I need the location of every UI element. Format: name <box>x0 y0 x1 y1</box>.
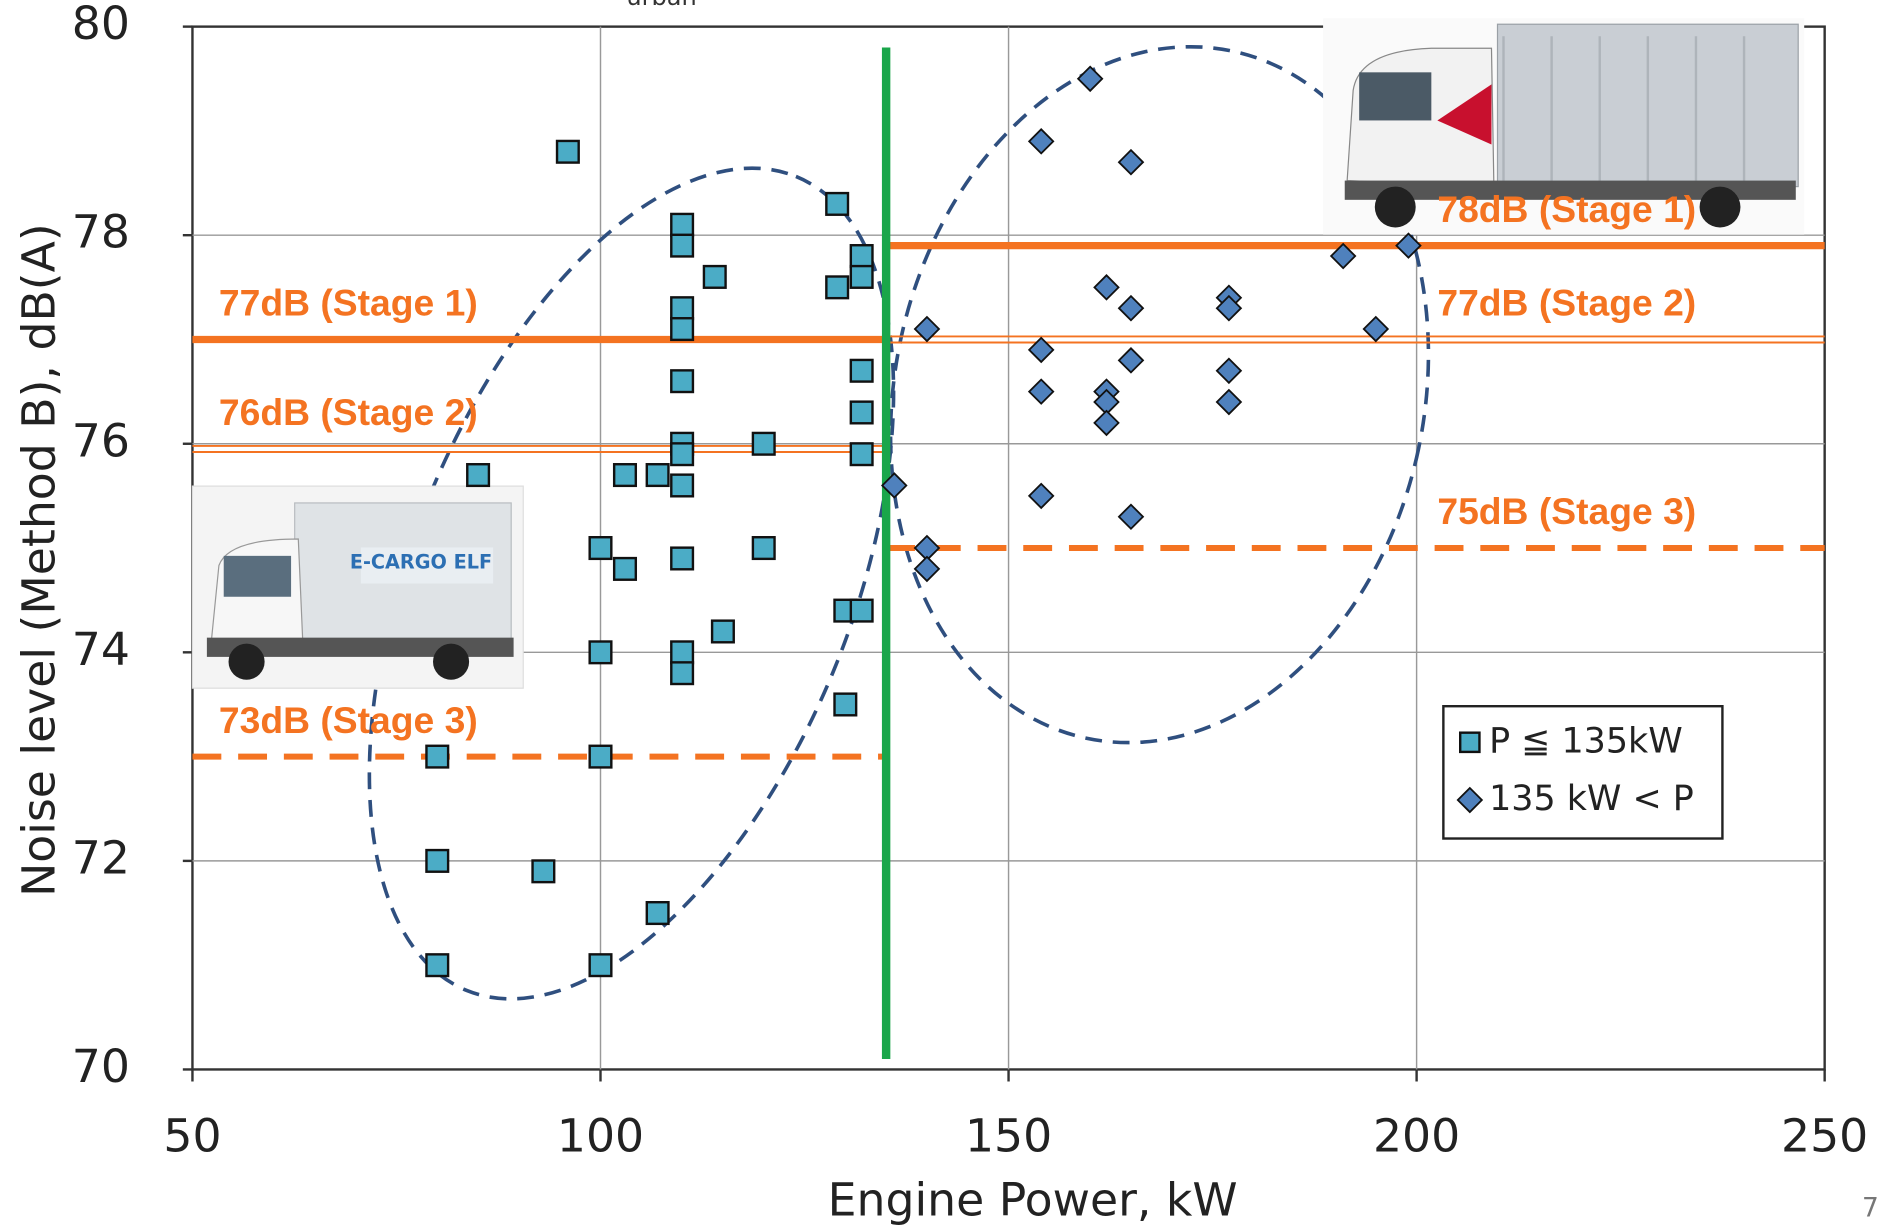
data-point <box>835 694 857 716</box>
data-point <box>851 245 873 267</box>
small-truck-image: E-CARGO ELF <box>192 486 523 688</box>
data-point <box>826 277 848 299</box>
data-point <box>426 746 448 768</box>
data-point <box>590 954 612 976</box>
data-point <box>851 402 873 424</box>
x-tick-label: 150 <box>965 1110 1052 1163</box>
data-point <box>426 954 448 976</box>
page-number: 7 <box>1862 1192 1879 1223</box>
data-point <box>671 662 693 684</box>
data-point <box>614 558 636 580</box>
reference-label: 77dB (Stage 2) <box>1437 282 1696 324</box>
x-axis-label: Engine Power, kW <box>828 1173 1238 1226</box>
top-annotation: urban <box>626 0 696 11</box>
reference-label: 76dB (Stage 2) <box>219 391 478 433</box>
y-tick-label: 72 <box>72 831 130 884</box>
reference-label: 75dB (Stage 3) <box>1437 490 1696 532</box>
data-point <box>671 475 693 497</box>
data-point <box>671 641 693 663</box>
svg-text:E-CARGO ELF: E-CARGO ELF <box>350 551 492 574</box>
reference-label: 73dB (Stage 3) <box>219 699 478 741</box>
data-point <box>557 141 579 163</box>
data-point <box>671 235 693 257</box>
x-tick-label: 250 <box>1781 1110 1868 1163</box>
data-point <box>590 537 612 559</box>
reference-label: 78dB (Stage 1) <box>1437 188 1696 230</box>
data-point <box>671 297 693 319</box>
legend-marker <box>1460 733 1479 752</box>
data-point <box>671 318 693 340</box>
y-tick-label: 76 <box>72 414 130 467</box>
data-point <box>851 360 873 382</box>
y-tick-label: 80 <box>72 0 130 50</box>
data-point <box>753 433 775 455</box>
data-point <box>851 266 873 288</box>
data-point <box>712 621 734 643</box>
data-point <box>851 443 873 465</box>
y-tick-label: 70 <box>72 1040 130 1093</box>
data-point <box>533 860 555 882</box>
y-tick-label: 78 <box>72 206 130 259</box>
data-point <box>590 746 612 768</box>
legend-label: P ≦ 135kW <box>1489 721 1683 761</box>
x-tick-label: 100 <box>557 1110 644 1163</box>
data-point <box>590 641 612 663</box>
x-tick-label: 50 <box>163 1110 221 1163</box>
data-point <box>614 464 636 486</box>
y-axis-label: Noise level (Method B), dB(A) <box>13 223 66 897</box>
data-point <box>467 464 489 486</box>
data-point <box>426 850 448 872</box>
y-tick-label: 74 <box>72 623 130 676</box>
data-point <box>671 214 693 236</box>
chart: urban 70 72 74 76 78 80 50 100 150 200 250 Engine P… <box>0 0 1886 1232</box>
data-point <box>704 266 726 288</box>
x-tick-label: 200 <box>1373 1110 1460 1163</box>
data-point <box>671 370 693 392</box>
reference-label: 77dB (Stage 1) <box>219 282 478 324</box>
data-point <box>851 600 873 622</box>
legend-label: 135 kW < P <box>1489 779 1694 819</box>
data-point <box>647 902 669 924</box>
data-point <box>671 548 693 570</box>
data-point <box>826 193 848 215</box>
data-point <box>753 537 775 559</box>
legend: P ≦ 135kW 135 kW < P <box>1443 706 1722 838</box>
data-point <box>671 443 693 465</box>
data-point <box>647 464 669 486</box>
